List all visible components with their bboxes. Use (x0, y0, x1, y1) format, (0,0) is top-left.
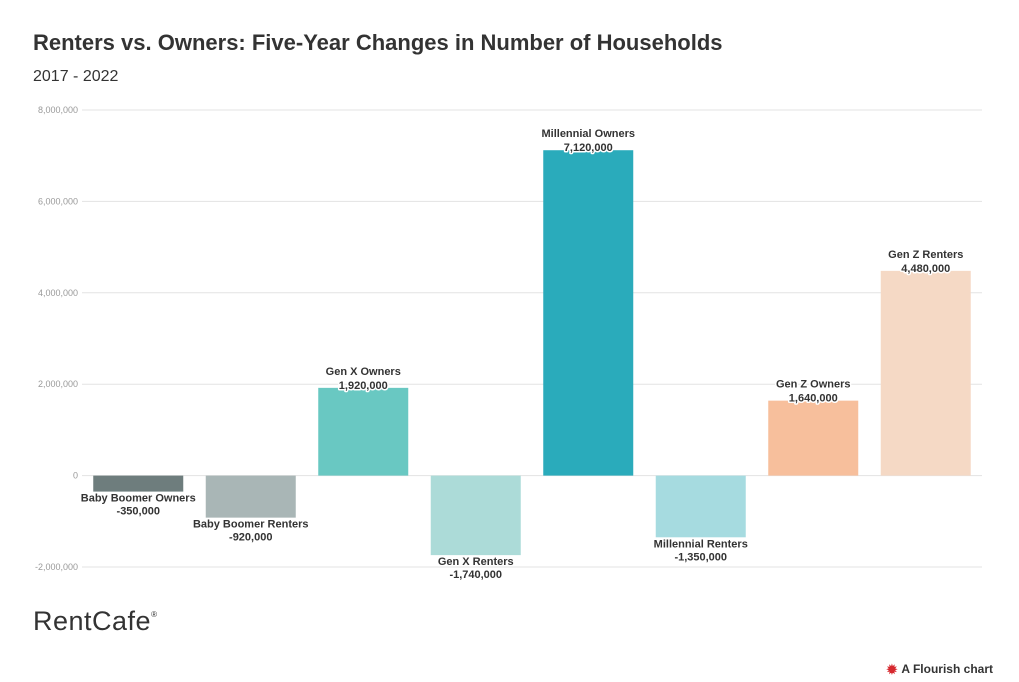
credit-text: A Flourish chart (901, 662, 993, 676)
bar[interactable] (543, 150, 634, 476)
bar[interactable] (93, 475, 184, 492)
rentcafe-logo[interactable]: RentCafe® (33, 606, 157, 637)
bar-chart: 8,000,000 6,000,000 4,000,000 2,000,000 0 -2,… (35, 105, 982, 583)
y-tick-label: -2,000,000 (35, 562, 78, 572)
bar[interactable] (880, 270, 971, 476)
bar-category-label: Millennial Owners (541, 128, 635, 140)
bar[interactable] (655, 475, 746, 538)
bar-value-label: -920,000 (229, 532, 272, 544)
y-tick-label: 8,000,000 (38, 105, 78, 115)
bar-value-label: 1,920,000 (339, 380, 388, 392)
brand-name: RentCafe (33, 606, 152, 636)
flourish-logo-icon: ✹ (886, 661, 898, 677)
bar-value-label: 4,480,000 (901, 263, 950, 275)
bar-value-label: 1,640,000 (789, 393, 838, 405)
y-axis-ticks: 8,000,000 6,000,000 4,000,000 2,000,000 0 -2,… (35, 105, 78, 572)
bar[interactable] (318, 387, 409, 476)
bar-category-label: Millennial Renters (654, 538, 748, 550)
bar-labels: Baby Boomer Owners-350,000 Baby Boomer Re… (79, 127, 965, 583)
bar[interactable] (430, 475, 521, 556)
bar-category-label: Gen X Renters (438, 556, 514, 568)
chart-title: Renters vs. Owners: Five-Year Changes in… (33, 30, 723, 55)
y-tick-label: 0 (73, 471, 78, 481)
flourish-credit-link[interactable]: ✹ A Flourish chart (887, 662, 993, 676)
bar-category-label: Gen Z Owners (776, 379, 851, 391)
bars (93, 150, 971, 556)
bar[interactable] (768, 400, 859, 476)
bar-category-label: Gen Z Renters (888, 249, 963, 261)
bar-category-label: Baby Boomer Owners (81, 493, 196, 505)
y-tick-label: 6,000,000 (38, 196, 78, 206)
bar-value-label: -1,740,000 (449, 569, 502, 581)
chart-subtitle: 2017 - 2022 (33, 68, 119, 85)
bar[interactable] (205, 475, 296, 518)
bar-value-label: -350,000 (117, 506, 160, 518)
bar-category-label: Gen X Owners (326, 366, 401, 378)
bar-value-label: -1,350,000 (674, 551, 727, 563)
y-tick-label: 4,000,000 (38, 288, 78, 298)
bar-value-label: 7,120,000 (564, 142, 613, 154)
bar-category-label: Baby Boomer Renters (193, 519, 309, 531)
registered-mark: ® (151, 610, 158, 619)
y-tick-label: 2,000,000 (38, 379, 78, 389)
